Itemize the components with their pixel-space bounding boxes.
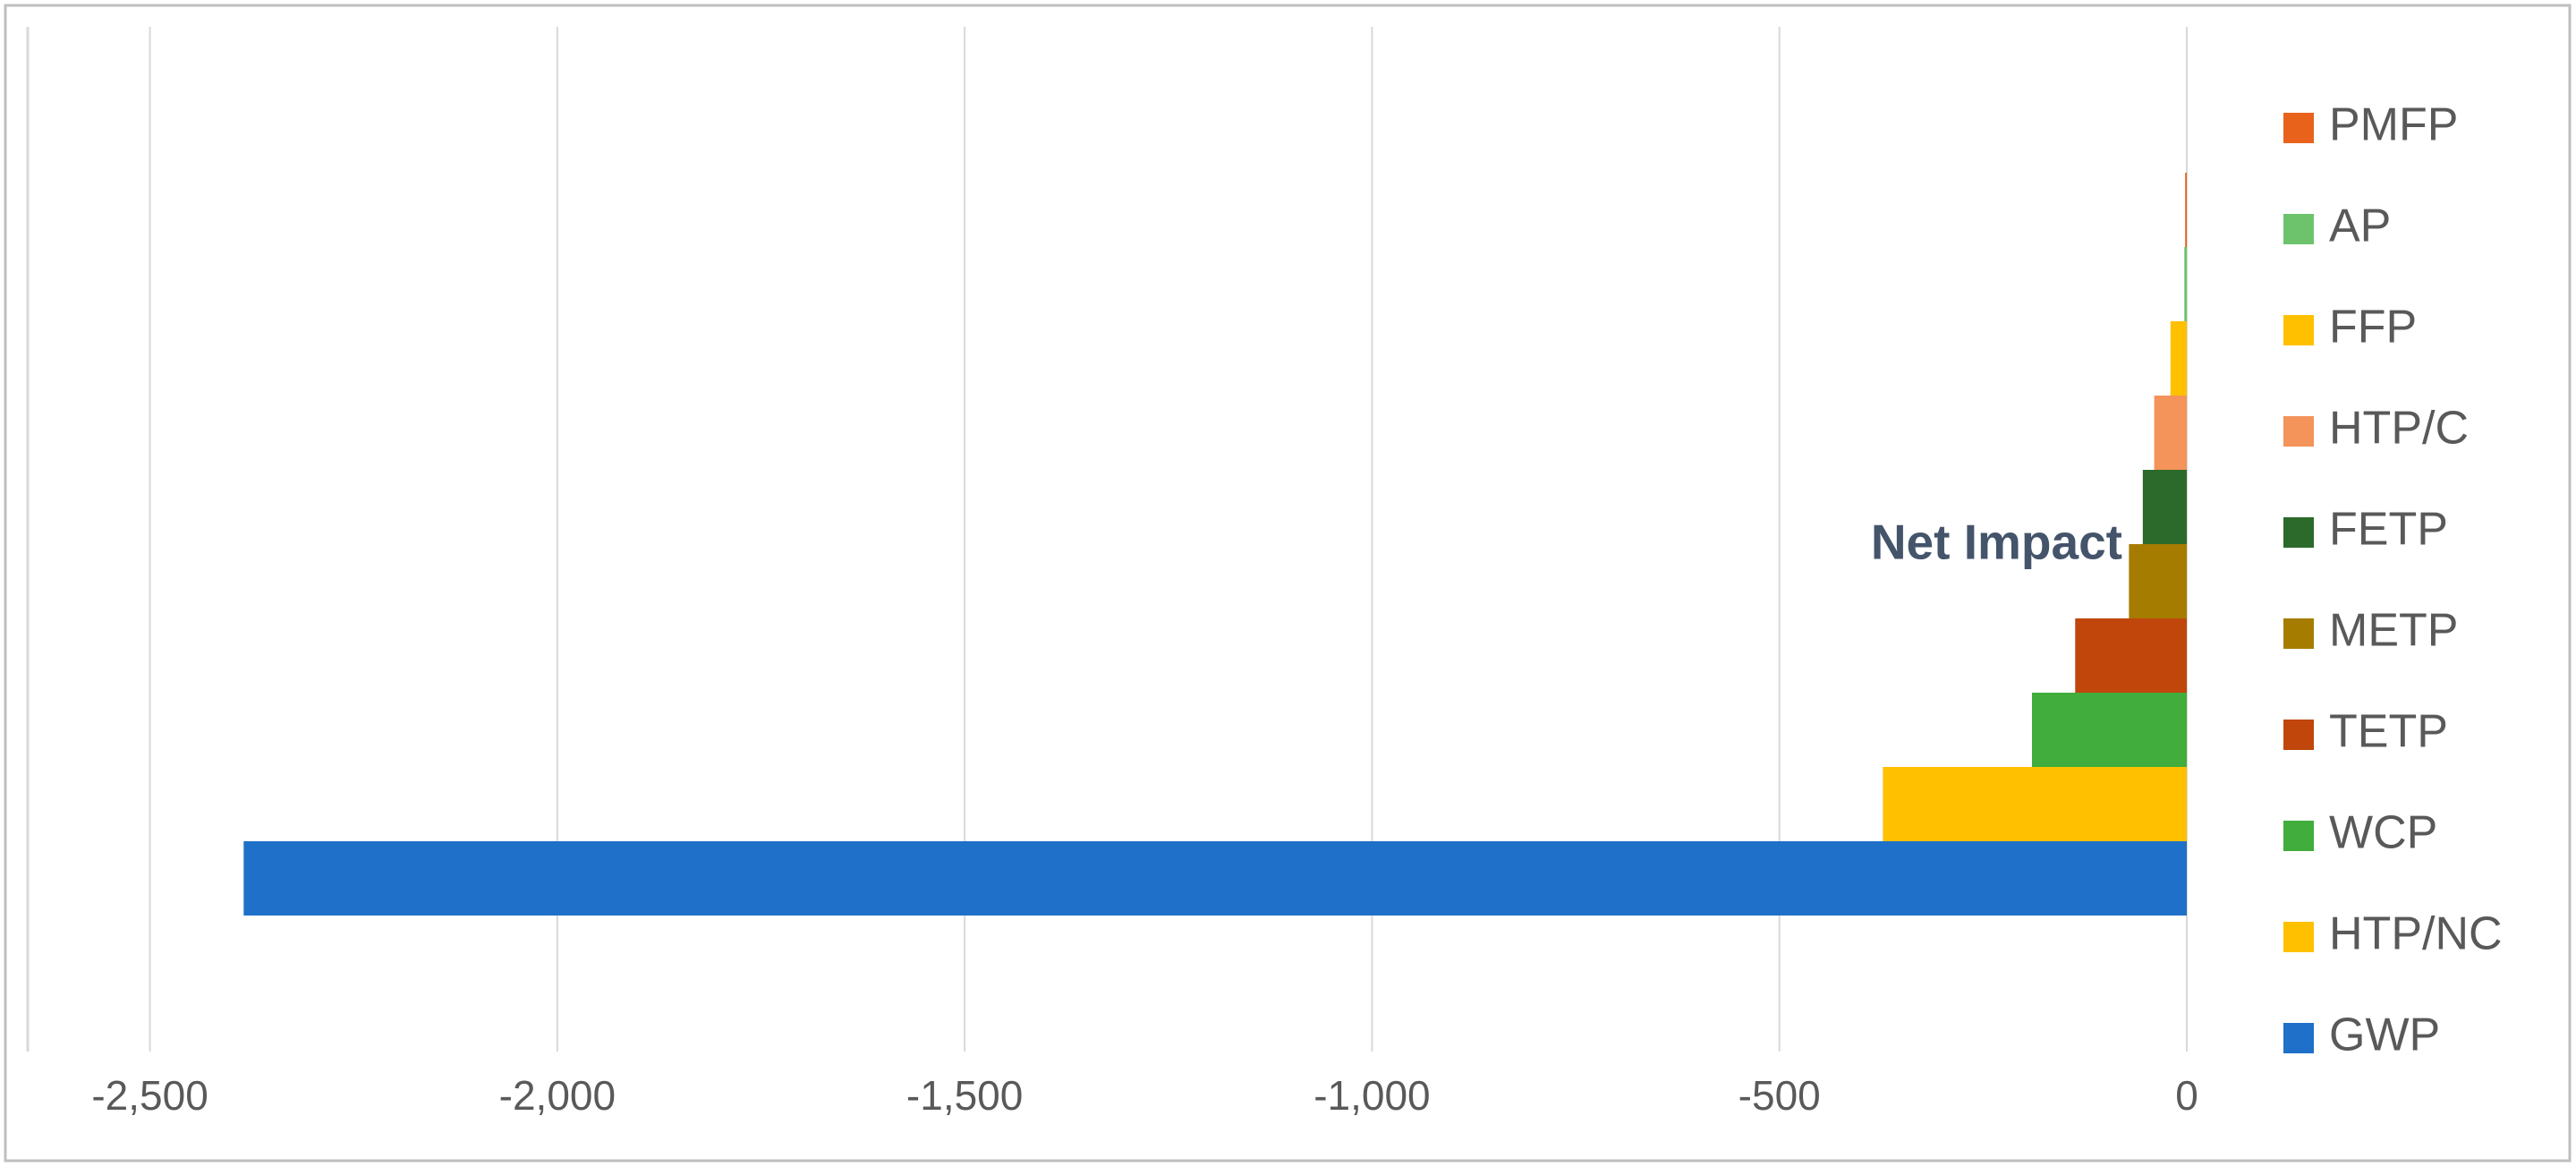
legend-label: FFP	[2329, 302, 2417, 354]
legend-label: TETP	[2329, 706, 2448, 758]
bar	[2170, 321, 2187, 396]
x-tick-label: -500	[1739, 1072, 1821, 1119]
x-tick-label: -2,000	[499, 1072, 616, 1119]
x-tick-label: -1,000	[1314, 1072, 1430, 1119]
legend-marker	[2283, 922, 2314, 952]
x-tick-label: -2,500	[91, 1072, 208, 1119]
legend-marker	[2283, 821, 2314, 851]
bar	[2184, 247, 2187, 321]
legend-marker	[2283, 1023, 2314, 1053]
legend-label: HTP/C	[2329, 403, 2469, 455]
category-label: Net Impact	[1871, 515, 2122, 570]
bar	[2075, 618, 2187, 693]
legend-label: PMFP	[2329, 99, 2458, 151]
bar	[2154, 396, 2187, 470]
bar	[1883, 767, 2187, 841]
legend-marker	[2283, 720, 2314, 750]
legend-label: FETP	[2329, 504, 2448, 556]
x-tick-label: 0	[2175, 1072, 2198, 1119]
x-tick-label: -1,500	[906, 1072, 1023, 1119]
legend-label: WCP	[2329, 807, 2437, 859]
bar	[2142, 470, 2187, 544]
legend-label: METP	[2329, 605, 2458, 657]
legend-marker	[2283, 113, 2314, 143]
legend-label: GWP	[2329, 1009, 2440, 1061]
bar	[243, 841, 2187, 916]
legend-marker	[2283, 315, 2314, 345]
legend-label: AP	[2329, 200, 2391, 252]
bar	[2031, 693, 2187, 767]
legend-marker	[2283, 618, 2314, 649]
bar	[2129, 544, 2187, 618]
bar	[2185, 173, 2187, 247]
legend-marker	[2283, 214, 2314, 244]
legend-label: HTP/NC	[2329, 908, 2503, 960]
legend-marker	[2283, 517, 2314, 548]
legend-marker	[2283, 416, 2314, 447]
